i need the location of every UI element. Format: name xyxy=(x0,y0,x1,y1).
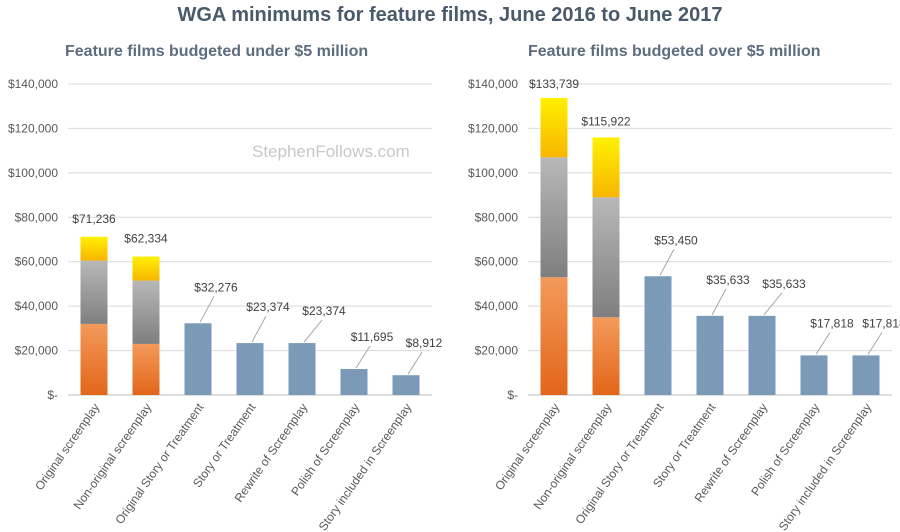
x-category-label: Original Story or Treatment xyxy=(112,400,206,527)
bar-segment xyxy=(592,137,620,198)
label-leader-line xyxy=(711,288,727,316)
y-tick-label: $20,000 xyxy=(15,344,59,358)
y-tick-label: $60,000 xyxy=(475,255,519,269)
y-tick-label: $80,000 xyxy=(475,210,519,224)
label-leader-line xyxy=(763,292,783,316)
data-label: $17,818 xyxy=(810,316,854,330)
data-label: $23,374 xyxy=(246,300,290,314)
label-leader-line xyxy=(355,345,371,369)
label-leader-line xyxy=(659,249,675,276)
bar xyxy=(696,315,724,395)
y-tick-label: $80,000 xyxy=(15,210,59,224)
label-leader-line xyxy=(815,332,831,355)
data-label: $133,739 xyxy=(529,77,579,91)
data-label: $32,276 xyxy=(194,280,238,294)
chart-panel-2: Feature films budgeted over $5 million $-… xyxy=(468,43,900,532)
x-category-label: Story included in Screenplay xyxy=(316,401,415,532)
y-tick-label: $60,000 xyxy=(15,255,59,269)
data-label: $71,236 xyxy=(72,212,116,226)
bar xyxy=(236,343,264,395)
chart-panel-1: Feature films budgeted under $5 million $… xyxy=(8,43,443,532)
label-leader-line xyxy=(303,319,323,343)
bar-segment xyxy=(132,256,160,281)
label-leader-line xyxy=(251,315,267,343)
data-label: $23,374 xyxy=(302,304,346,318)
data-label: $17,818 xyxy=(862,316,900,330)
bar-segment xyxy=(80,236,108,261)
y-tick-label: $40,000 xyxy=(475,299,519,313)
data-label: $62,334 xyxy=(124,232,168,246)
bar xyxy=(852,355,880,395)
bar-segment xyxy=(540,157,568,278)
watermark: StephenFollows.com xyxy=(252,142,410,161)
x-category-label: Original Story or Treatment xyxy=(572,400,666,527)
y-tick-label: $140,000 xyxy=(468,77,518,91)
y-tick-label: $120,000 xyxy=(468,121,518,135)
bar-segment xyxy=(132,343,160,395)
bar xyxy=(644,276,672,395)
y-tick-label: $- xyxy=(507,388,518,402)
data-label: $8,912 xyxy=(406,336,443,350)
x-category-label: Story included in Screenplay xyxy=(776,401,875,532)
bar-segment xyxy=(592,197,620,318)
chart-subtitle: Feature films budgeted under $5 million xyxy=(65,43,368,60)
bar xyxy=(748,315,776,395)
data-label: $11,695 xyxy=(351,330,394,344)
label-leader-line xyxy=(867,332,883,355)
bar xyxy=(340,369,368,395)
data-label: $115,922 xyxy=(581,114,630,128)
main-title: WGA minimums for feature films, June 201… xyxy=(177,4,723,26)
y-tick-label: $100,000 xyxy=(8,166,58,180)
data-label: $53,450 xyxy=(654,233,698,247)
bar-segment xyxy=(80,323,108,395)
data-label: $35,633 xyxy=(706,273,750,287)
bar-segment xyxy=(540,277,568,395)
bar-segment xyxy=(132,280,160,344)
y-tick-label: $120,000 xyxy=(8,121,58,135)
y-tick-label: $100,000 xyxy=(468,166,518,180)
y-tick-label: $- xyxy=(47,388,58,402)
bar xyxy=(392,375,420,395)
data-label: $35,633 xyxy=(762,277,806,291)
label-leader-line xyxy=(199,296,215,323)
label-leader-line xyxy=(407,351,423,375)
bar-segment xyxy=(80,260,108,324)
bar-segment xyxy=(540,97,568,158)
bar xyxy=(184,323,212,395)
bar xyxy=(288,343,316,395)
chart-subtitle: Feature films budgeted over $5 million xyxy=(528,43,821,60)
y-tick-label: $40,000 xyxy=(15,299,59,313)
y-tick-label: $140,000 xyxy=(8,77,58,91)
y-tick-label: $20,000 xyxy=(475,344,519,358)
bar xyxy=(800,355,828,395)
bar-segment xyxy=(592,317,620,395)
